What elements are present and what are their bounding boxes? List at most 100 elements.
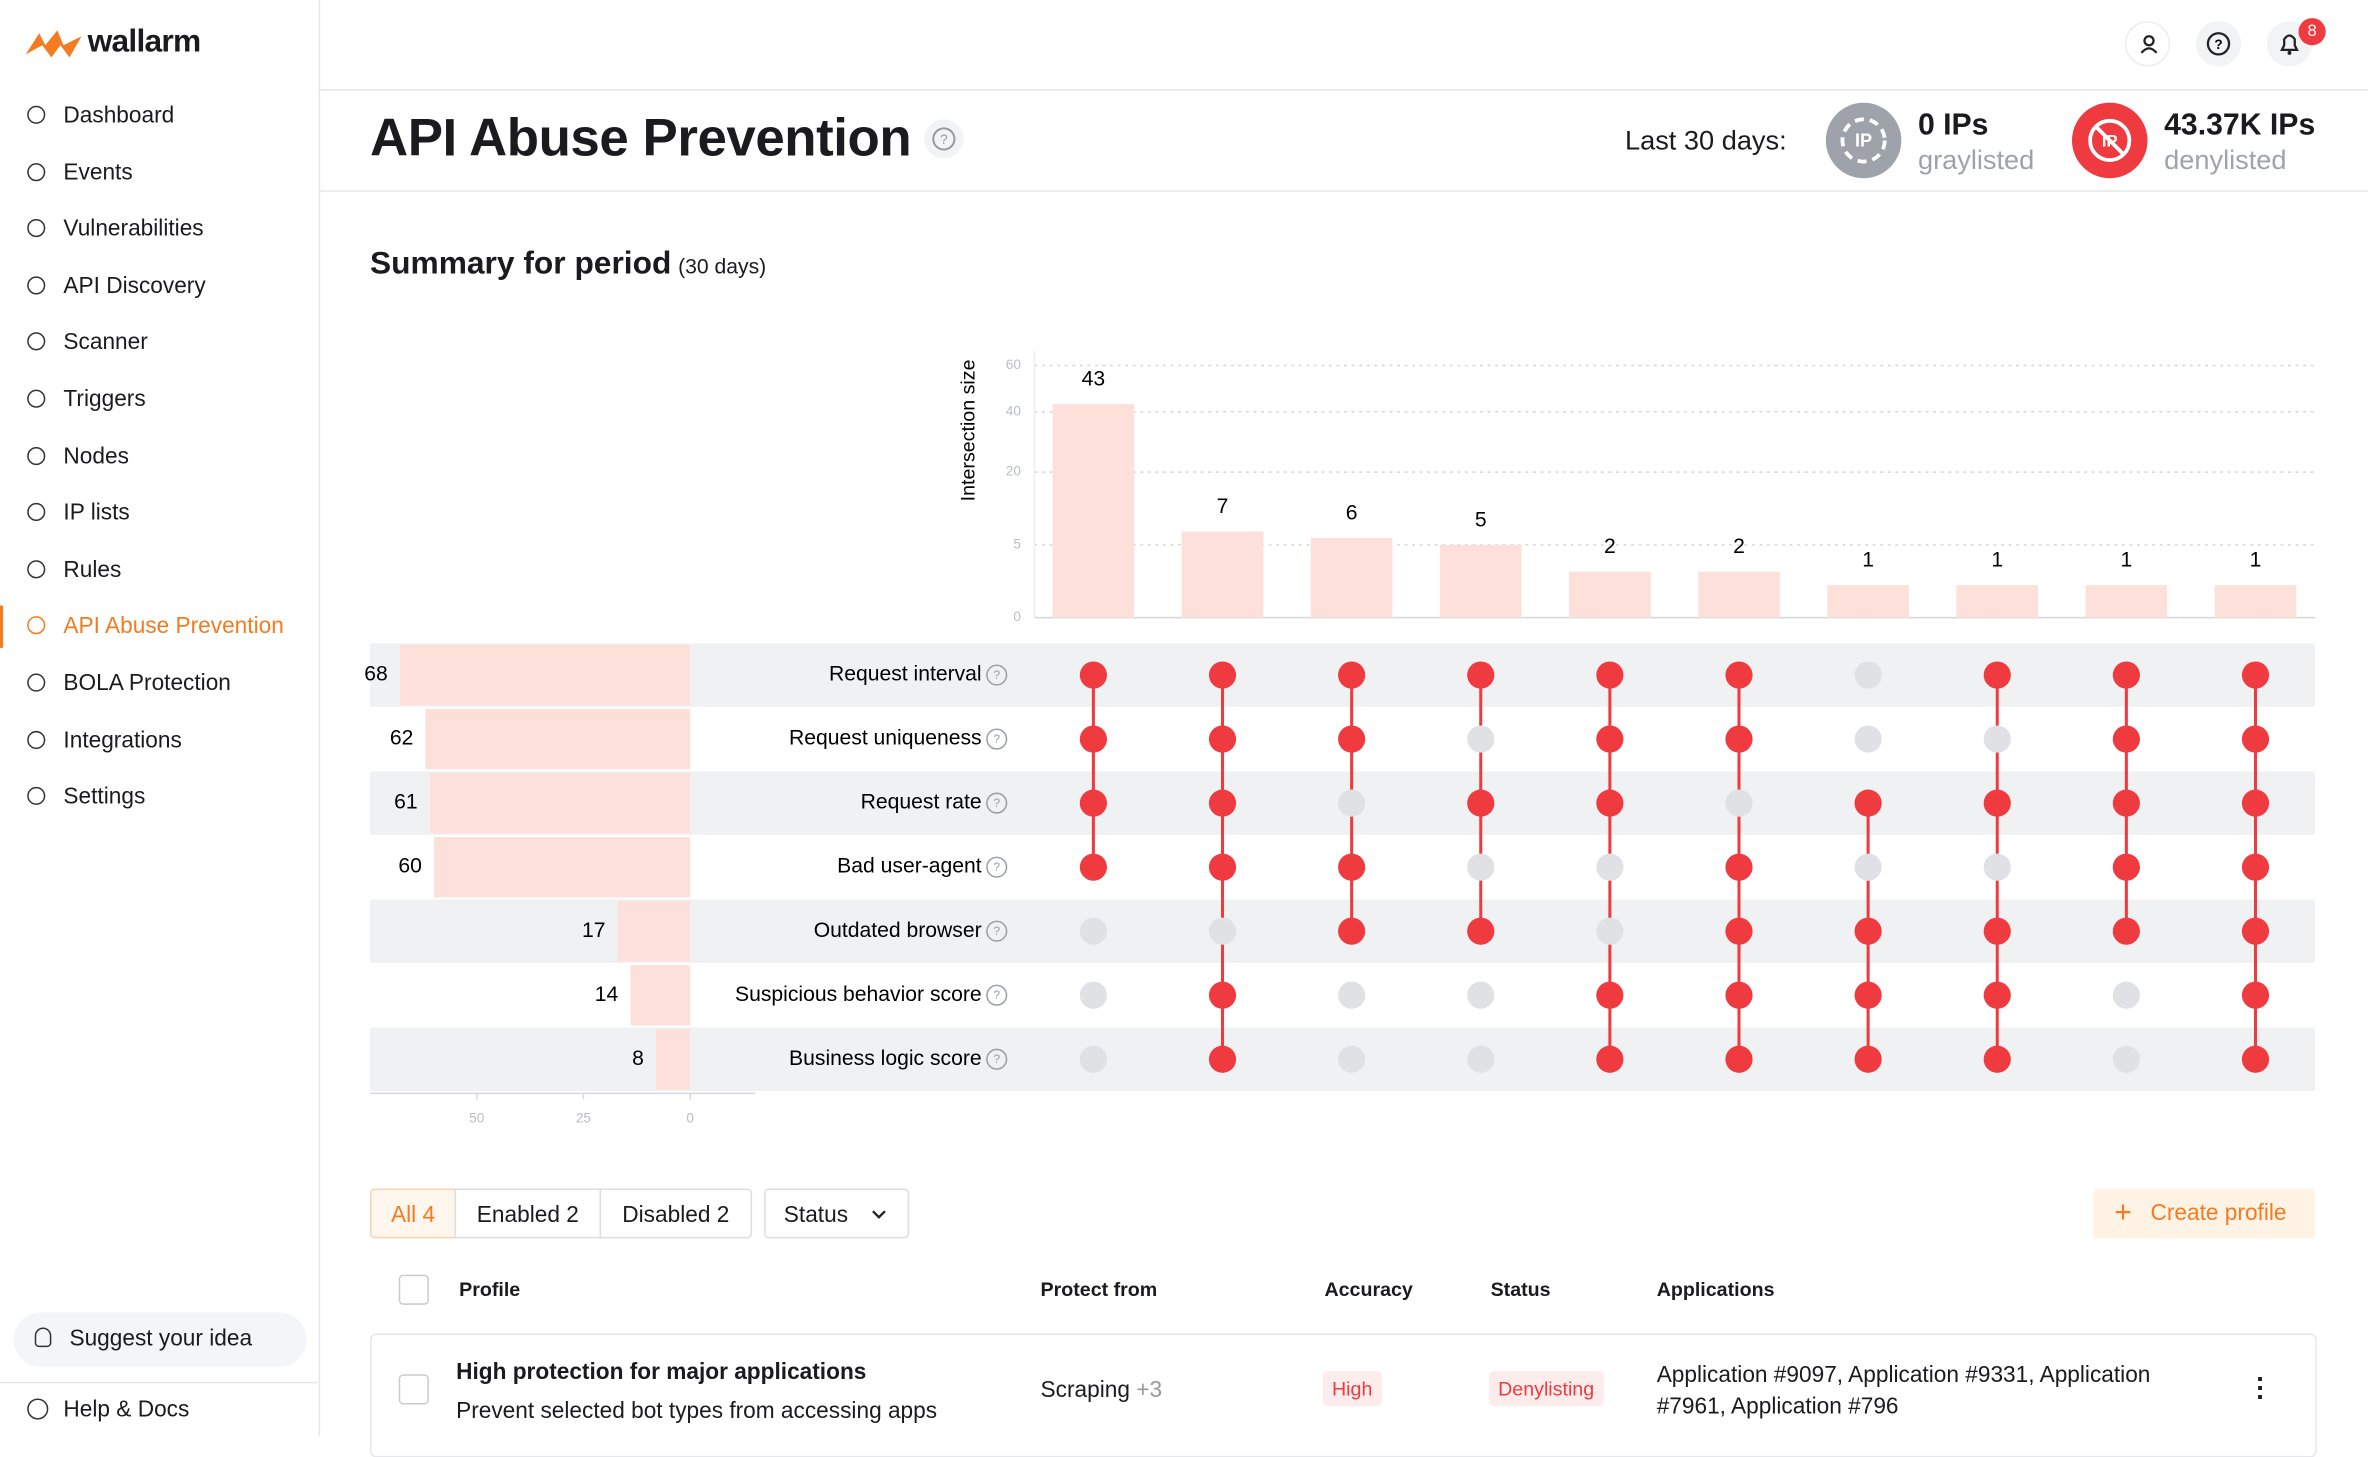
nav-icon bbox=[27, 503, 46, 522]
filter-tab[interactable]: Enabled 2 bbox=[454, 1188, 602, 1239]
membership-dot bbox=[1208, 1045, 1237, 1073]
user-button[interactable] bbox=[2124, 21, 2171, 67]
row-menu[interactable]: · · · bbox=[2256, 1363, 2266, 1413]
intersection-bar bbox=[2214, 585, 2297, 618]
column-header: Applications bbox=[1656, 1277, 1775, 1301]
nav-item[interactable]: Integrations bbox=[0, 714, 317, 768]
divider bbox=[318, 89, 2368, 91]
set-label: Request interval bbox=[829, 663, 982, 686]
help-link[interactable]: Help & Docs bbox=[0, 1383, 317, 1436]
membership-dot bbox=[1983, 981, 2011, 1009]
membership-dot bbox=[1983, 917, 2011, 945]
membership-dot bbox=[1596, 661, 1624, 689]
set-label: Suspicious behavior score bbox=[735, 983, 982, 1006]
applications: Application #9097, Application #9331, Ap… bbox=[1656, 1362, 2151, 1420]
help-glyph: ? bbox=[993, 924, 1000, 938]
set-size-bar bbox=[656, 1029, 691, 1090]
membership-dot bbox=[2241, 661, 2270, 689]
membership-dot bbox=[1338, 853, 1366, 881]
membership-dot bbox=[1467, 1045, 1495, 1073]
nav-item[interactable]: IP lists bbox=[0, 487, 317, 541]
nav-item[interactable]: Dashboard bbox=[0, 89, 317, 143]
nav-icon bbox=[27, 559, 46, 579]
nav-item[interactable]: Settings bbox=[0, 770, 317, 824]
nav-item[interactable]: API Discovery bbox=[0, 259, 317, 313]
set-size-bar bbox=[399, 644, 691, 706]
membership-dot bbox=[2241, 1045, 2270, 1073]
nav-label: Events bbox=[63, 159, 133, 186]
intersection-bar bbox=[2085, 585, 2168, 618]
set-size-bar bbox=[617, 900, 691, 962]
membership-dot bbox=[1596, 917, 1624, 945]
membership-dot bbox=[1596, 853, 1624, 881]
nav-item[interactable]: BOLA Protection bbox=[0, 657, 317, 711]
membership-dot bbox=[1854, 853, 1882, 881]
nav-label: Vulnerabilities bbox=[63, 216, 204, 242]
help-glyph: ? bbox=[993, 1052, 1000, 1066]
nav-label: API Abuse Prevention bbox=[63, 613, 284, 640]
membership-dot bbox=[1467, 789, 1495, 817]
create-profile-button[interactable]: + Create profile bbox=[2093, 1188, 2316, 1239]
intersection-bar bbox=[1052, 404, 1135, 618]
period-label: Last 30 days: bbox=[1624, 125, 1787, 156]
nav-item[interactable]: Triggers bbox=[0, 373, 317, 427]
membership-dot bbox=[1338, 981, 1366, 1009]
membership-dot bbox=[1467, 661, 1495, 689]
row-checkbox[interactable] bbox=[398, 1374, 429, 1405]
x-tick-label: 25 bbox=[576, 1111, 591, 1126]
nav-item[interactable]: Scanner bbox=[0, 316, 317, 370]
summary-subtitle: (30 days) bbox=[678, 253, 767, 278]
nav-label: BOLA Protection bbox=[63, 670, 231, 697]
membership-dot bbox=[1338, 725, 1366, 753]
set-size-label: 68 bbox=[364, 663, 387, 686]
select-all[interactable] bbox=[398, 1274, 429, 1305]
membership-dot bbox=[2241, 853, 2270, 881]
column-header: Profile bbox=[459, 1277, 521, 1301]
filter-tab[interactable]: All 4 bbox=[369, 1188, 457, 1239]
help-glyph: ? bbox=[993, 796, 1000, 810]
filter-tab[interactable]: Disabled 2 bbox=[599, 1188, 753, 1239]
membership-dot bbox=[1725, 789, 1753, 817]
nav-item[interactable]: Nodes bbox=[0, 430, 317, 484]
suggest-button[interactable]: Suggest your idea bbox=[13, 1312, 307, 1367]
membership-dot bbox=[1725, 1045, 1753, 1073]
membership-dot bbox=[1596, 789, 1624, 817]
set-size-label: 17 bbox=[582, 919, 606, 942]
nav-label: Dashboard bbox=[63, 102, 175, 129]
membership-dot bbox=[2112, 789, 2140, 817]
membership-dot bbox=[1208, 853, 1237, 881]
membership-dot bbox=[1079, 917, 1107, 945]
create-label: Create profile bbox=[2150, 1200, 2287, 1227]
sidebar: wallarm Dashboard Events Vulnerabilities AP… bbox=[0, 0, 321, 1437]
intersection-bar bbox=[1956, 585, 2039, 618]
nav-label: Settings bbox=[63, 784, 146, 810]
membership-dot bbox=[1079, 789, 1107, 817]
nav-item[interactable]: Rules bbox=[0, 543, 317, 597]
membership-dot bbox=[1983, 853, 2011, 881]
table-row[interactable]: High protection for major applications P… bbox=[369, 1333, 2317, 1457]
help-icon bbox=[986, 984, 1008, 1006]
status-dropdown[interactable]: Status bbox=[764, 1188, 910, 1239]
intersection-bar bbox=[1439, 544, 1522, 618]
nav-item[interactable]: Vulnerabilities bbox=[0, 203, 317, 257]
bar-value-label: 1 bbox=[1862, 549, 1874, 572]
membership-dot bbox=[2241, 917, 2270, 945]
column-header: Protect from bbox=[1040, 1277, 1158, 1301]
membership-dot bbox=[1725, 981, 1753, 1009]
profile-name: High protection for major applications bbox=[456, 1359, 867, 1385]
intersection-bar bbox=[1569, 571, 1651, 618]
accuracy-badge: High bbox=[1322, 1371, 1382, 1406]
help-button[interactable]: ? bbox=[2195, 21, 2242, 67]
nav-item[interactable]: API Abuse Prevention bbox=[0, 600, 317, 654]
bar-value-label: 1 bbox=[2120, 549, 2132, 572]
title-help[interactable]: ? bbox=[924, 119, 964, 159]
nav-item[interactable]: Events bbox=[0, 146, 317, 200]
membership-dot bbox=[1854, 1045, 1882, 1073]
membership-dot bbox=[1854, 725, 1882, 753]
help-icon bbox=[986, 664, 1008, 686]
membership-dot bbox=[1854, 661, 1882, 689]
set-label: Request uniqueness bbox=[789, 727, 982, 750]
membership-dot bbox=[1338, 789, 1366, 817]
membership-dot bbox=[1983, 661, 2011, 689]
